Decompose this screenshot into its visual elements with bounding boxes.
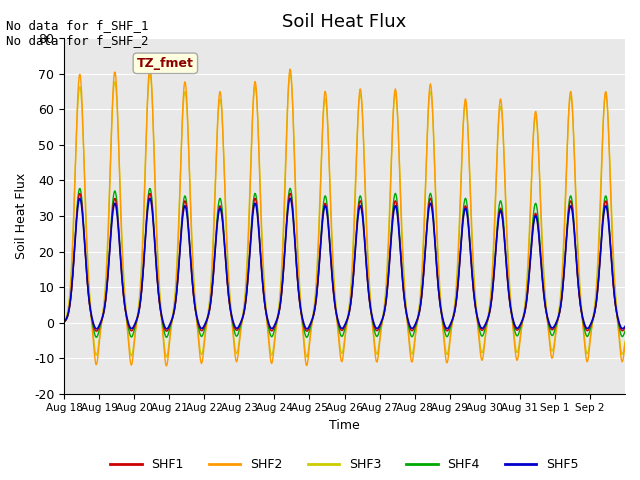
SHF2 — [230, 346, 238, 352]
Line: SHF5: SHF5 — [64, 198, 625, 329]
Line: SHF4: SHF4 — [64, 188, 625, 337]
SHF5 — [286, 195, 294, 201]
SHF2 — [404, 325, 412, 331]
SHF1 — [257, 256, 264, 262]
SHF5 — [229, 318, 237, 324]
SHF1 — [229, 320, 237, 325]
SHF3 — [435, 274, 443, 280]
Line: SHF2: SHF2 — [64, 67, 625, 366]
Line: SHF1: SHF1 — [64, 193, 625, 331]
SHF4 — [60, 319, 68, 324]
SHF5 — [126, 324, 134, 330]
SHF3 — [279, 241, 287, 247]
SHF2 — [146, 64, 154, 70]
SHF4 — [279, 277, 287, 283]
Title: Soil Heat Flux: Soil Heat Flux — [282, 13, 406, 31]
SHF4 — [163, 335, 170, 340]
SHF4 — [258, 264, 266, 270]
Y-axis label: Soil Heat Flux: Soil Heat Flux — [15, 173, 28, 259]
SHF3 — [404, 321, 412, 327]
SHF1 — [404, 318, 412, 324]
SHF1 — [278, 288, 286, 293]
SHF3 — [286, 71, 294, 77]
SHF2 — [435, 283, 443, 289]
SHF5 — [435, 293, 443, 299]
SHF1 — [303, 328, 310, 334]
SHF3 — [258, 218, 266, 224]
SHF5 — [404, 316, 412, 322]
SHF5 — [257, 255, 264, 261]
SHF3 — [126, 347, 134, 353]
SHF5 — [278, 286, 286, 291]
SHF4 — [621, 328, 629, 334]
Legend: SHF1, SHF2, SHF3, SHF4, SHF5: SHF1, SHF2, SHF3, SHF4, SHF5 — [106, 453, 584, 476]
SHF1 — [286, 191, 294, 196]
SHF3 — [163, 354, 170, 360]
SHF5 — [303, 326, 310, 332]
SHF2 — [60, 319, 68, 325]
SHF4 — [404, 319, 412, 325]
SHF2 — [621, 341, 629, 347]
X-axis label: Time: Time — [329, 419, 360, 432]
Text: No data for f_SHF_1
No data for f_SHF_2: No data for f_SHF_1 No data for f_SHF_2 — [6, 19, 149, 47]
SHF3 — [230, 334, 237, 339]
SHF1 — [126, 326, 134, 332]
SHF2 — [280, 234, 287, 240]
Line: SHF3: SHF3 — [64, 74, 625, 357]
SHF4 — [230, 325, 237, 331]
SHF2 — [259, 249, 266, 254]
SHF1 — [621, 324, 629, 330]
SHF5 — [621, 324, 629, 329]
Text: TZ_fmet: TZ_fmet — [137, 57, 194, 70]
SHF3 — [621, 338, 629, 344]
SHF4 — [286, 185, 294, 191]
SHF4 — [435, 294, 443, 300]
SHF2 — [163, 363, 170, 369]
SHF1 — [60, 319, 68, 324]
SHF3 — [60, 318, 68, 324]
SHF1 — [435, 295, 443, 301]
SHF4 — [126, 331, 134, 337]
SHF2 — [126, 355, 134, 360]
SHF5 — [60, 319, 68, 324]
